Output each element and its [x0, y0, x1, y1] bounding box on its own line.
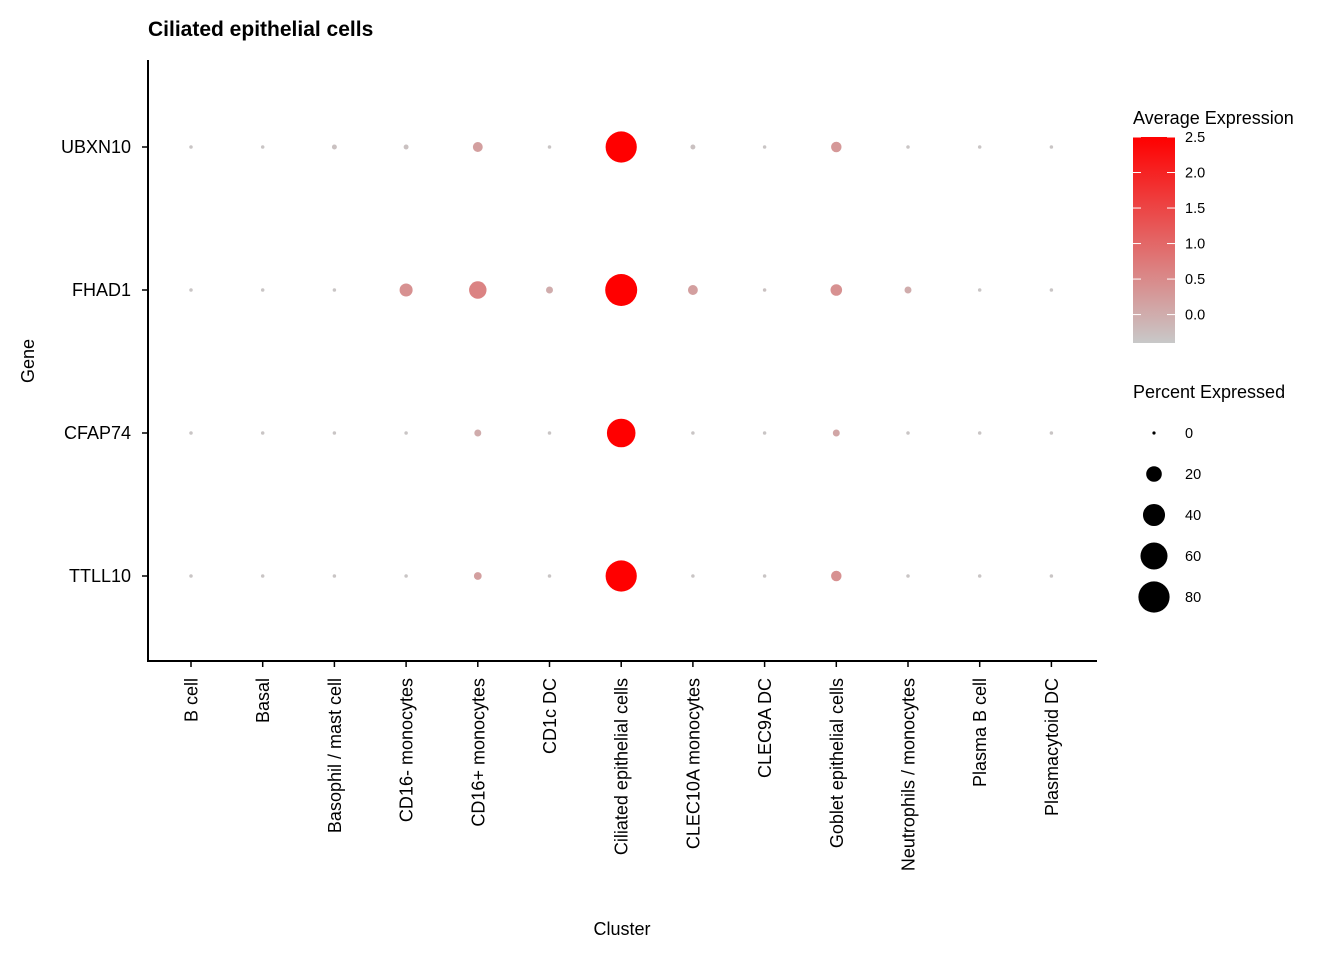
- color-legend-label: 2.0: [1185, 166, 1205, 182]
- legend-area: 2.5 2.0 1.5 1.0 0.5 0.0 0 20 40 60 80: [1133, 130, 1205, 613]
- y-tick-label: TTLL10: [69, 566, 131, 586]
- color-legend-label: 1.5: [1185, 201, 1205, 217]
- color-legend-label: 1.0: [1185, 237, 1205, 253]
- x-tick-label: Neutrophils / monocytes: [899, 678, 919, 871]
- size-legend-title: Percent Expressed: [1133, 382, 1285, 402]
- data-point: [472, 142, 483, 152]
- data-point: [831, 141, 842, 153]
- data-point: [762, 288, 767, 292]
- data-point: [547, 574, 552, 578]
- data-point: [260, 574, 265, 578]
- data-point: [260, 431, 265, 435]
- data-point: [189, 145, 193, 149]
- data-point: [332, 288, 337, 292]
- x-tick-label: CLEC10A monocytes: [683, 678, 703, 849]
- data-point: [906, 431, 910, 435]
- color-legend-label: 2.5: [1185, 130, 1205, 146]
- x-tick-label: Goblet epithelial cells: [827, 678, 847, 848]
- data-point: [977, 145, 982, 149]
- data-point: [546, 286, 553, 294]
- data-point: [332, 574, 337, 578]
- data-point: [331, 144, 337, 150]
- data-point: [189, 431, 193, 435]
- color-legend-title: Average Expression: [1133, 108, 1294, 128]
- data-point: [332, 431, 337, 435]
- size-legend-label: 60: [1185, 549, 1201, 565]
- data-point: [605, 274, 638, 306]
- size-legend-dot: [1146, 466, 1162, 482]
- x-tick-label: Plasma B cell: [970, 678, 990, 787]
- size-legend-label: 20: [1185, 467, 1201, 483]
- plot-area: UBXN10 FHAD1 CFAP74 TTLL10 B cell Basal Basoph…: [61, 60, 1097, 871]
- data-point: [832, 429, 840, 437]
- data-point: [474, 429, 482, 437]
- data-point: [690, 144, 696, 150]
- color-legend-label: 0.0: [1185, 308, 1205, 324]
- data-point: [1049, 145, 1054, 149]
- data-point: [977, 288, 982, 292]
- size-legend-dot: [1152, 431, 1156, 435]
- data-point: [606, 418, 636, 448]
- x-tick-label: CD16- monocytes: [397, 678, 417, 822]
- data-point: [977, 574, 982, 578]
- data-point: [830, 284, 843, 296]
- data-point: [547, 145, 552, 149]
- data-point: [687, 285, 698, 295]
- data-point: [403, 144, 409, 150]
- y-tick-label: CFAP74: [64, 423, 131, 443]
- chart-title: Ciliated epithelial cells: [148, 18, 373, 41]
- data-point: [762, 431, 767, 435]
- x-tick-label: CD1c DC: [540, 678, 560, 754]
- data-point: [906, 145, 910, 149]
- data-point: [762, 145, 767, 149]
- data-point: [404, 574, 408, 578]
- x-tick-label: B cell: [182, 678, 202, 722]
- data-point: [1049, 574, 1054, 578]
- size-legend-label: 80: [1185, 590, 1201, 606]
- data-point: [189, 574, 193, 578]
- size-legend-dot: [1138, 581, 1170, 613]
- x-tick-label: Basal: [253, 678, 273, 723]
- data-point: [189, 288, 193, 292]
- x-tick-label: CLEC9A DC: [755, 678, 775, 778]
- size-legend-dot: [1140, 542, 1168, 570]
- data-point: [1049, 288, 1054, 292]
- x-tick-label: CD16+ monocytes: [468, 678, 488, 827]
- x-tick-label: Basophil / mast cell: [325, 678, 345, 833]
- x-axis-title: Cluster: [593, 919, 650, 939]
- data-point: [977, 431, 982, 435]
- data-point: [906, 574, 910, 578]
- data-point: [260, 288, 265, 292]
- y-axis-title: Gene: [18, 339, 38, 383]
- data-point: [691, 574, 695, 578]
- data-point: [260, 145, 265, 149]
- data-point: [469, 281, 487, 299]
- data-point: [473, 572, 482, 580]
- color-legend-bar: [1133, 137, 1175, 343]
- size-legend-label: 0: [1185, 426, 1193, 442]
- y-tick-label: UBXN10: [61, 137, 131, 157]
- y-tick-label: FHAD1: [72, 280, 131, 300]
- data-point: [605, 131, 637, 163]
- size-legend-dot: [1142, 503, 1166, 527]
- data-point: [605, 560, 637, 592]
- size-legend-label: 40: [1185, 508, 1201, 524]
- data-point: [399, 283, 413, 297]
- data-point: [691, 431, 695, 435]
- data-point: [404, 431, 408, 435]
- data-point: [547, 431, 552, 435]
- data-point: [762, 574, 767, 578]
- color-legend-label: 0.5: [1185, 272, 1205, 288]
- x-tick-label: Plasmacytoid DC: [1042, 678, 1062, 816]
- data-point: [831, 570, 842, 582]
- data-point: [904, 286, 912, 294]
- x-tick-label: Ciliated epithelial cells: [612, 678, 632, 855]
- data-point: [1049, 431, 1054, 435]
